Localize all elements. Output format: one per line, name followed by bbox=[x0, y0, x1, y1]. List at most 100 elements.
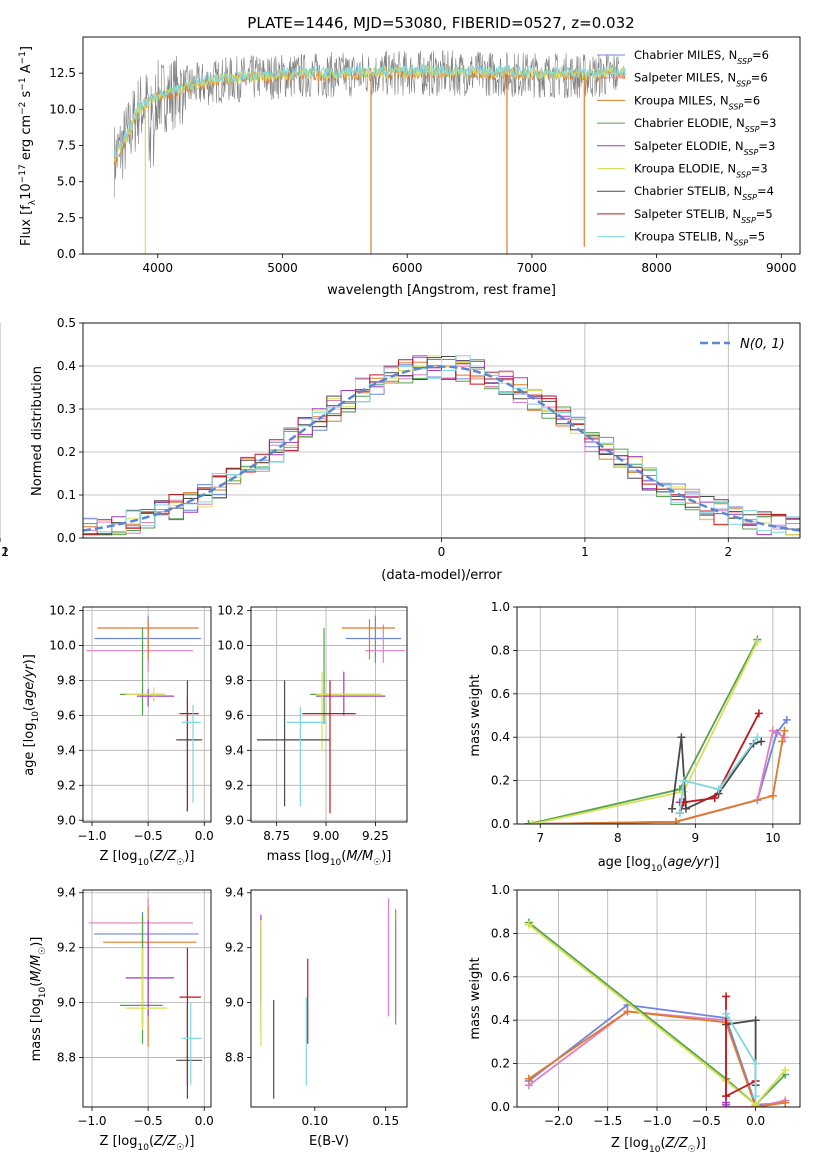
errorbar-point bbox=[125, 687, 165, 702]
x-tick-label: 6000 bbox=[392, 261, 423, 275]
y-tick-label: 9.6 bbox=[57, 708, 76, 722]
axes-frame bbox=[82, 889, 212, 1108]
errorbar-point bbox=[310, 627, 382, 725]
x-tick-label: 9.00 bbox=[313, 829, 340, 843]
panel-residual-histogram: −2−1 0 1 2 0.0 0.1 0.2 0.3 0.4 0.5 N(0, 1) (data-mo… bbox=[0, 316, 801, 583]
legend: Chabrier MILES, NSSP=6 Salpeter MILES, NS… bbox=[597, 48, 776, 247]
series-marker bbox=[751, 1100, 760, 1107]
series-marker bbox=[781, 1098, 790, 1107]
errorbar-point bbox=[136, 689, 174, 707]
grid-lines bbox=[517, 889, 800, 1108]
x-tick-label: 7 bbox=[536, 831, 544, 845]
grid-lines bbox=[83, 607, 211, 822]
series-marker bbox=[524, 1074, 533, 1083]
panel-spectrum: 4000 5000 6000 7000 8000 9000 0.0 2.5 5.0 7.5 10.0… bbox=[18, 36, 801, 298]
y-tick-label: 9.6 bbox=[225, 708, 244, 722]
y-tick-label: 0.4 bbox=[491, 1013, 510, 1027]
y-axis-label: age [log10(age/yr)] bbox=[22, 654, 41, 776]
errorbar-point bbox=[341, 619, 396, 660]
y-tick-label: 0.6 bbox=[491, 970, 510, 984]
legend-label: Salpeter STELIB, NSSP=5 bbox=[634, 207, 773, 225]
y-tick-label: 9.0 bbox=[225, 813, 244, 827]
errorbar-point bbox=[176, 1002, 203, 1099]
series-line bbox=[528, 923, 786, 1107]
x-tick-label: 0.15 bbox=[372, 1114, 399, 1128]
y-axis-label: mass weight bbox=[468, 674, 483, 756]
x-tick-label: −0.5 bbox=[692, 1114, 721, 1128]
y-tick-label: 8.8 bbox=[225, 1051, 244, 1065]
legend-label: Kroupa ELODIE, NSSP=3 bbox=[634, 162, 768, 180]
legend-label: Kroupa STELIB, NSSP=5 bbox=[634, 230, 765, 248]
mass-weight-series bbox=[722, 992, 760, 1101]
x-tick-label: −1.0 bbox=[77, 829, 106, 843]
series-marker bbox=[679, 787, 688, 796]
x-tick-label: −1 bbox=[0, 545, 9, 559]
y-tick-label: 9.4 bbox=[225, 886, 244, 900]
mass-weight-series bbox=[722, 1009, 760, 1101]
series-marker bbox=[722, 1092, 731, 1101]
series-marker bbox=[753, 637, 762, 646]
series-marker bbox=[780, 726, 789, 735]
errorbar-point bbox=[97, 619, 199, 660]
y-tick-label: 0.6 bbox=[491, 687, 510, 701]
grid-lines bbox=[83, 890, 211, 1107]
series-marker bbox=[781, 1066, 790, 1075]
x-tick-label: 5000 bbox=[267, 261, 298, 275]
x-axis-label: E(B-V) bbox=[309, 1134, 349, 1149]
x-tick-label: −1.0 bbox=[77, 1114, 106, 1128]
x-tick-label: 8.75 bbox=[263, 829, 290, 843]
series-marker bbox=[671, 817, 680, 824]
errorbar-point bbox=[103, 906, 197, 1047]
legend-label: Salpeter MILES, NSSP=6 bbox=[634, 71, 768, 89]
x-axis-label: Z [log10(Z/Z☉)] bbox=[100, 1134, 195, 1153]
series-marker bbox=[751, 1059, 760, 1068]
grid-lines bbox=[0, 322, 800, 539]
errorbar-point bbox=[179, 697, 199, 812]
errorbar-point bbox=[181, 1002, 203, 1086]
series-line bbox=[678, 736, 759, 814]
series-line bbox=[678, 712, 760, 814]
axes-frame bbox=[82, 606, 212, 823]
mass-weight-series bbox=[675, 709, 763, 818]
y-tick-label: 0.0 bbox=[57, 531, 76, 545]
axes-frame bbox=[516, 889, 801, 1108]
normal-curve bbox=[82, 365, 801, 532]
errorbar-point bbox=[256, 680, 330, 807]
mass-weight-series bbox=[675, 733, 762, 818]
series-marker bbox=[751, 1016, 760, 1025]
mass-weight-series bbox=[722, 1098, 731, 1107]
y-tick-label: 0.4 bbox=[491, 730, 510, 744]
legend-label: Chabrier ELODIE, NSSP=3 bbox=[634, 116, 776, 134]
legend: N(0, 1) bbox=[700, 337, 785, 352]
x-tick-label: −0.5 bbox=[134, 1114, 163, 1128]
series-marker bbox=[677, 733, 686, 742]
y-tick-label: 0.4 bbox=[57, 359, 76, 373]
y-tick-label: 0.0 bbox=[491, 1100, 510, 1114]
x-tick-label: 10 bbox=[765, 831, 780, 845]
mass-weight-series bbox=[528, 637, 762, 824]
errorbar-point bbox=[86, 622, 194, 672]
series-marker bbox=[623, 1007, 632, 1016]
y-tick-label: 9.4 bbox=[225, 743, 244, 757]
y-tick-label: 10.2 bbox=[217, 603, 244, 617]
mass-weight-series bbox=[524, 726, 789, 824]
y-tick-label: 9.8 bbox=[57, 673, 76, 687]
x-tick-label: −1.0 bbox=[642, 1114, 671, 1128]
series-marker bbox=[710, 793, 719, 802]
series-line bbox=[725, 996, 757, 1098]
y-tick-label: 9.8 bbox=[225, 673, 244, 687]
series-marker bbox=[722, 1009, 731, 1018]
series-marker bbox=[754, 709, 763, 718]
y-axis-label: mass weight bbox=[468, 957, 483, 1039]
y-tick-label: 0.2 bbox=[491, 1057, 510, 1071]
errorbar-point bbox=[316, 671, 386, 716]
series-line bbox=[528, 729, 785, 824]
errorbar-point bbox=[302, 680, 356, 814]
mass-weight-series bbox=[524, 726, 789, 824]
x-tick-label: 0.0 bbox=[195, 1114, 214, 1128]
x-tick-label: 9000 bbox=[766, 261, 797, 275]
x-tick-label: −2.0 bbox=[544, 1114, 573, 1128]
series-marker bbox=[682, 804, 691, 813]
y-tick-label: 0.3 bbox=[57, 402, 76, 416]
x-tick-label: 9.25 bbox=[362, 829, 389, 843]
